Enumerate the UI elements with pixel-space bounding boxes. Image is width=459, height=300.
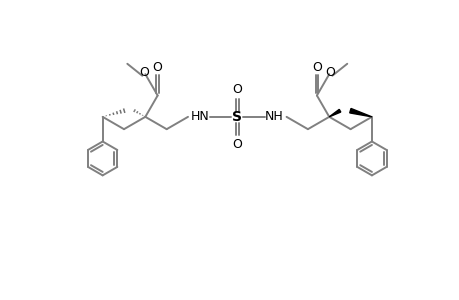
Text: O: O [232,82,242,96]
Polygon shape [349,109,371,117]
Text: O: O [325,66,334,79]
Text: O: O [140,66,149,79]
Text: NH: NH [264,110,283,123]
Text: O: O [232,138,242,151]
Text: O: O [152,61,162,74]
Text: S: S [232,110,242,124]
Text: HN: HN [190,110,209,123]
Polygon shape [329,110,340,117]
Text: O: O [311,61,321,74]
